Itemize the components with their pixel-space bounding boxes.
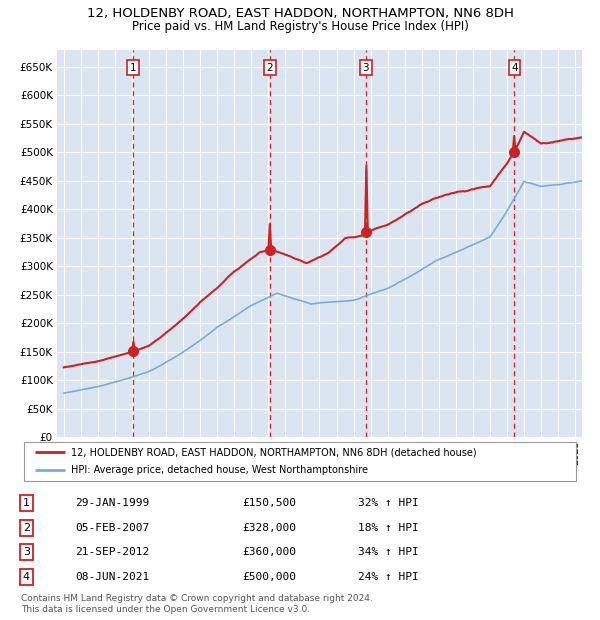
- Text: 3: 3: [23, 547, 30, 557]
- Text: 21-SEP-2012: 21-SEP-2012: [76, 547, 149, 557]
- Text: 24% ↑ HPI: 24% ↑ HPI: [358, 572, 418, 582]
- Text: 3: 3: [362, 63, 369, 73]
- Text: This data is licensed under the Open Government Licence v3.0.: This data is licensed under the Open Gov…: [21, 604, 310, 614]
- Text: £500,000: £500,000: [242, 572, 296, 582]
- Text: £360,000: £360,000: [242, 547, 296, 557]
- Text: 05-FEB-2007: 05-FEB-2007: [76, 523, 149, 533]
- Text: 2: 2: [23, 523, 30, 533]
- Text: 1: 1: [130, 63, 137, 73]
- Text: Price paid vs. HM Land Registry's House Price Index (HPI): Price paid vs. HM Land Registry's House …: [131, 20, 469, 33]
- Text: 34% ↑ HPI: 34% ↑ HPI: [358, 547, 418, 557]
- Text: £328,000: £328,000: [242, 523, 296, 533]
- Text: 29-JAN-1999: 29-JAN-1999: [76, 498, 149, 508]
- Text: Contains HM Land Registry data © Crown copyright and database right 2024.: Contains HM Land Registry data © Crown c…: [21, 593, 373, 603]
- Text: 12, HOLDENBY ROAD, EAST HADDON, NORTHAMPTON, NN6 8DH: 12, HOLDENBY ROAD, EAST HADDON, NORTHAMP…: [86, 7, 514, 20]
- Text: HPI: Average price, detached house, West Northamptonshire: HPI: Average price, detached house, West…: [71, 465, 368, 475]
- Text: 32% ↑ HPI: 32% ↑ HPI: [358, 498, 418, 508]
- Text: 1: 1: [23, 498, 30, 508]
- Text: 4: 4: [511, 63, 518, 73]
- Text: 4: 4: [23, 572, 30, 582]
- Text: 2: 2: [266, 63, 273, 73]
- Text: 18% ↑ HPI: 18% ↑ HPI: [358, 523, 418, 533]
- Text: £150,500: £150,500: [242, 498, 296, 508]
- Text: 08-JUN-2021: 08-JUN-2021: [76, 572, 149, 582]
- Text: 12, HOLDENBY ROAD, EAST HADDON, NORTHAMPTON, NN6 8DH (detached house): 12, HOLDENBY ROAD, EAST HADDON, NORTHAMP…: [71, 448, 476, 458]
